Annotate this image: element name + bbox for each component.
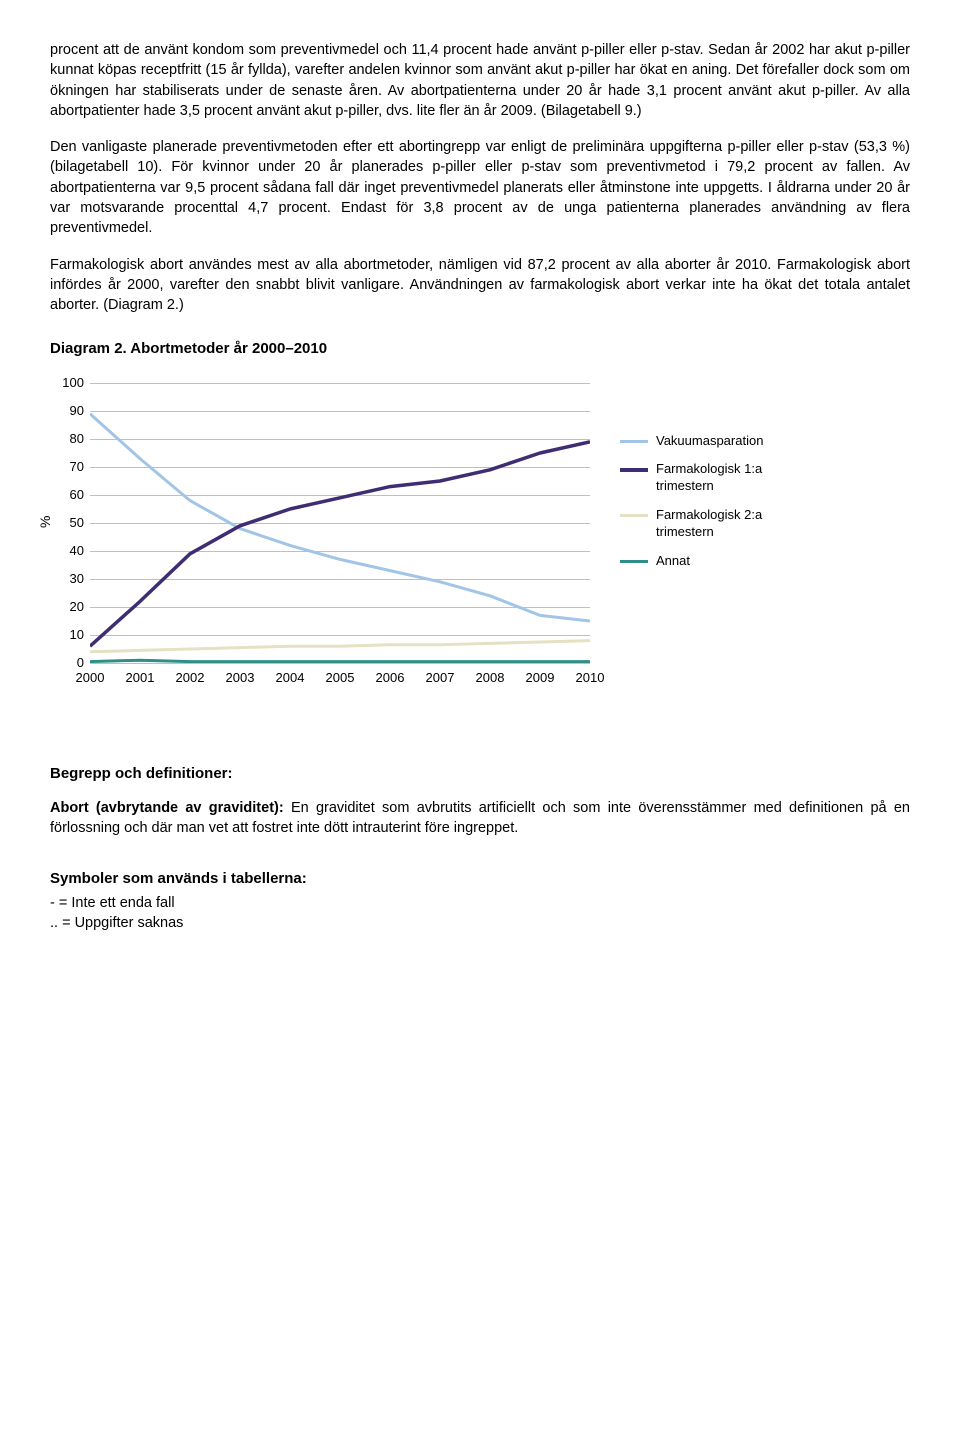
legend-label: Annat [656,553,690,570]
chart-ytick: 20 [50,597,84,615]
paragraph-1: procent att de använt kondom som prevent… [50,40,910,121]
chart-ytick: 80 [50,429,84,447]
legend-swatch [620,514,648,517]
chart-xtick: 2008 [476,669,505,687]
legend-swatch [620,560,648,563]
legend-item: Annat [620,553,806,570]
legend-swatch [620,468,648,472]
chart-series-line [90,413,590,620]
paragraph-3: Farmakologisk abort användes mest av all… [50,255,910,316]
chart-xtick: 2003 [226,669,255,687]
chart-xtick: 2001 [126,669,155,687]
legend-label: Farmakologisk 1:a trimestern [656,461,806,495]
chart-plot-area [90,383,590,663]
chart-container: % 0102030405060708090100 200020012002200… [50,373,910,703]
legend-item: Farmakologisk 1:a trimestern [620,461,806,495]
legend-swatch [620,440,648,443]
chart-ytick: 40 [50,541,84,559]
chart-xtick: 2000 [76,669,105,687]
chart-ytick: 10 [50,625,84,643]
chart-xtick: 2006 [376,669,405,687]
symbol-line-1: - = Inte ett enda fall [50,893,910,913]
chart-xtick: 2004 [276,669,305,687]
chart-ytick: 30 [50,569,84,587]
definition-term: Abort (avbrytande av graviditet): [50,800,284,816]
chart-ytick: 100 [50,373,84,391]
chart-series-line [90,441,590,645]
chart-xtick: 2002 [176,669,205,687]
chart-gridline [90,663,590,664]
legend-label: Farmakologisk 2:a trimestern [656,507,806,541]
chart-series-line [90,660,590,661]
chart-xtick: 2007 [426,669,455,687]
chart-xtick: 2010 [576,669,605,687]
symbols-heading: Symboler som används i tabellerna: [50,868,910,889]
chart-title: Diagram 2. Abortmetoder år 2000–2010 [50,338,910,359]
legend-item: Farmakologisk 2:a trimestern [620,507,806,541]
chart-xtick: 2005 [326,669,355,687]
chart-lines-svg [90,383,590,663]
chart-ytick: 60 [50,485,84,503]
definitions-heading: Begrepp och definitioner: [50,763,910,784]
paragraph-2: Den vanligaste planerade preventivmetode… [50,137,910,238]
chart-ytick: 70 [50,457,84,475]
definitions-paragraph: Abort (avbrytande av graviditet): En gra… [50,798,910,839]
chart-ytick: 50 [50,513,84,531]
chart-series-line [90,640,590,651]
legend-label: Vakuumasparation [656,433,763,450]
chart-ytick: 90 [50,401,84,419]
symbol-line-2: .. = Uppgifter saknas [50,913,910,933]
legend-item: Vakuumasparation [620,433,806,450]
chart-legend: Vakuumasparation Farmakologisk 1:a trimes… [620,433,806,582]
chart-xtick: 2009 [526,669,555,687]
